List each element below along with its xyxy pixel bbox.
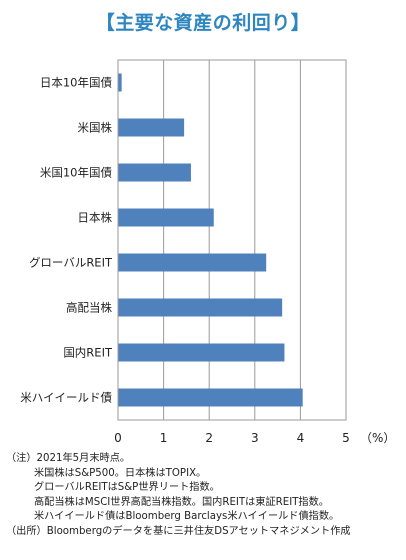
- note-line-6: （出所）Bloombergのデータを基に三井住友DSアセットマネジメント作成: [6, 525, 351, 537]
- bar: [118, 343, 285, 362]
- bar: [118, 73, 122, 92]
- note-line-4: 高配当株はMSCI世界高配当株指数。国内REITは東証REIT指数。: [34, 496, 329, 508]
- bar: [118, 253, 267, 272]
- footnotes: （注）2021年5月末時点。 米国株はS&P500。日本株はTOPIX。 グロー…: [6, 452, 404, 540]
- note-line-3: グローバルREITはS&P世界リート指数。: [34, 482, 220, 494]
- category-label: グローバルREIT: [29, 256, 113, 270]
- bar: [118, 208, 214, 227]
- category-label: 高配当株: [66, 301, 112, 315]
- category-label: 日本株: [78, 211, 113, 225]
- note-line-2: 米国株はS&P500。日本株はTOPIX。: [34, 467, 207, 479]
- plot-frame: [117, 59, 347, 421]
- x-tick-label: 2: [205, 431, 213, 445]
- x-tick-label: 3: [251, 431, 259, 445]
- x-tick-labels: 0 1 2 3 4 5: [114, 431, 350, 445]
- x-tick-label: 1: [160, 431, 168, 445]
- bar: [118, 388, 303, 407]
- category-label: 日本10年国債: [40, 76, 113, 90]
- x-axis-unit: （%）: [360, 431, 395, 445]
- category-label: 米ハイイールド債: [20, 391, 112, 405]
- bar: [118, 163, 191, 182]
- chart-title: 【主要な資産の利回り】: [95, 12, 311, 34]
- bar: [118, 118, 185, 137]
- gridlines: [163, 60, 301, 420]
- category-label: 米国株: [78, 121, 113, 135]
- category-label: 米国10年国債: [40, 166, 113, 180]
- x-tick-label: 5: [342, 431, 350, 445]
- x-tick-label: 0: [114, 431, 122, 445]
- note-line-1: （注）2021年5月末時点。: [6, 453, 131, 464]
- x-tick-label: 4: [297, 431, 305, 445]
- bar: [118, 298, 283, 317]
- bars: [118, 73, 303, 407]
- note-line-5: 米ハイイールド債はBloomberg Barclays米ハイイールド債指数。: [34, 511, 340, 523]
- category-label: 国内REIT: [63, 346, 113, 360]
